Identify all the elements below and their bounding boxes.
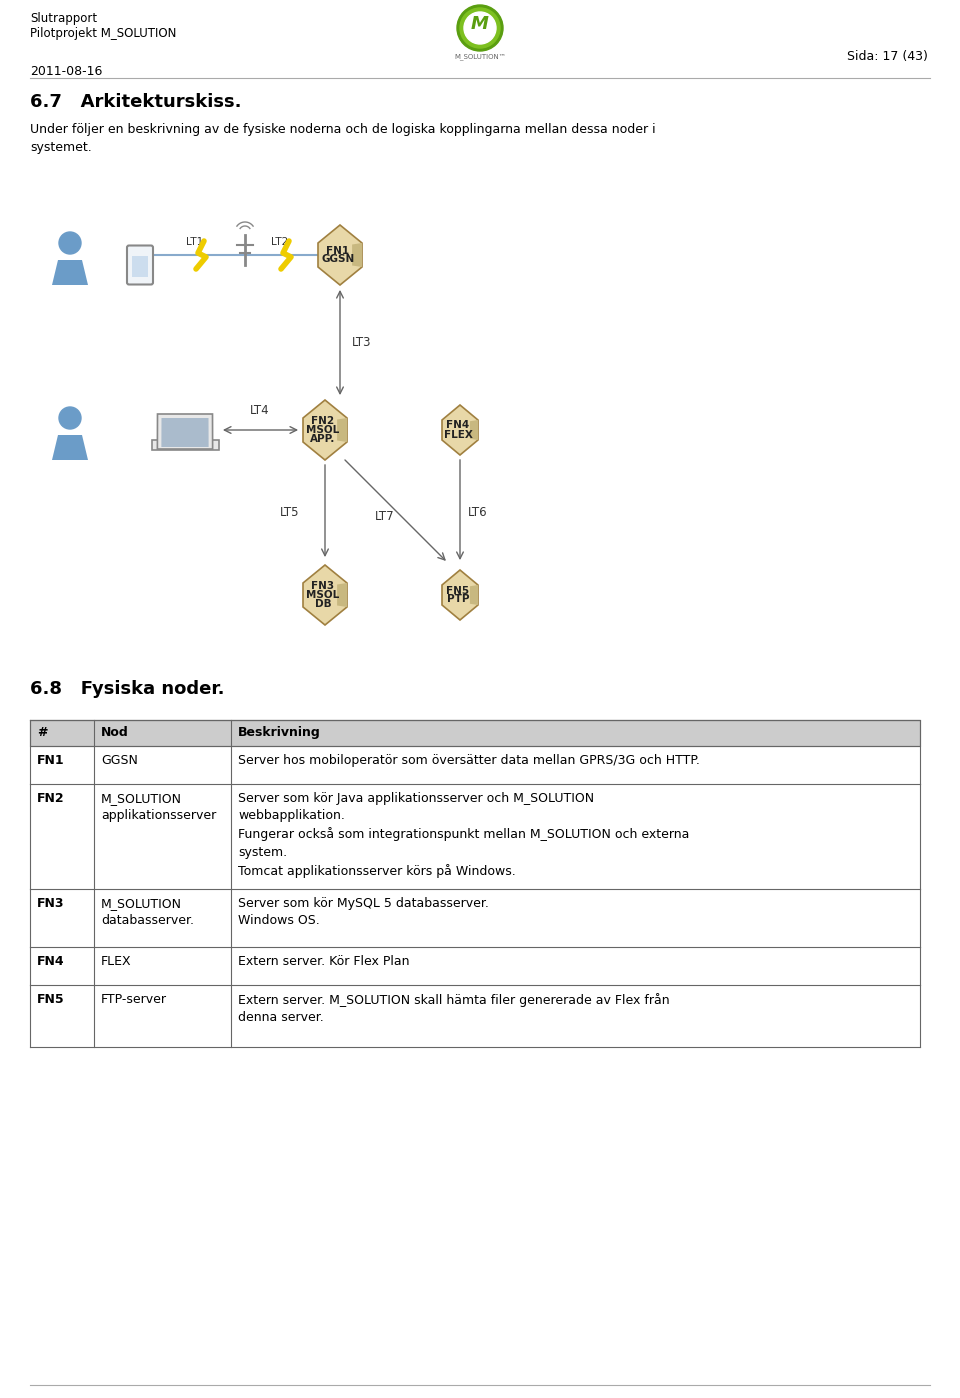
Text: GGSN: GGSN	[322, 254, 354, 264]
Text: 6.7   Arkitekturskiss.: 6.7 Arkitekturskiss.	[30, 94, 242, 110]
Text: Server hos mobiloperatör som översätter data mellan GPRS/3G och HTTP.: Server hos mobiloperatör som översätter …	[238, 754, 700, 768]
Text: MSOL: MSOL	[306, 425, 340, 435]
Text: LT5: LT5	[280, 506, 300, 519]
Polygon shape	[442, 570, 478, 619]
Polygon shape	[352, 243, 362, 267]
Text: Under följer en beskrivning av de fysiske noderna och de logiska kopplingarna me: Under följer en beskrivning av de fysisk…	[30, 123, 656, 154]
Text: FN2: FN2	[37, 793, 64, 805]
Polygon shape	[161, 418, 208, 447]
Text: 6.8   Fysiska noder.: 6.8 Fysiska noder.	[30, 679, 225, 698]
Text: FN4: FN4	[446, 421, 469, 431]
Text: M_SOLUTION™: M_SOLUTION™	[454, 53, 506, 60]
Text: FN5: FN5	[37, 993, 64, 1007]
Text: FN4: FN4	[37, 955, 64, 967]
Text: LT2: LT2	[271, 238, 288, 247]
Text: FN1: FN1	[326, 246, 349, 256]
Text: FN5: FN5	[446, 586, 469, 596]
Polygon shape	[337, 418, 347, 442]
Text: M_SOLUTION
applikationsserver: M_SOLUTION applikationsserver	[101, 793, 216, 822]
Text: FN2: FN2	[311, 417, 335, 426]
Text: PTP: PTP	[446, 594, 469, 604]
Polygon shape	[303, 565, 347, 625]
Text: M_SOLUTION
databasserver.: M_SOLUTION databasserver.	[101, 898, 194, 927]
Text: Extern server. M_SOLUTION skall hämta filer genererade av Flex från
denna server: Extern server. M_SOLUTION skall hämta fi…	[238, 993, 670, 1025]
Text: FN3: FN3	[37, 898, 64, 910]
Text: LT3: LT3	[352, 336, 372, 348]
Circle shape	[464, 13, 496, 43]
Text: MSOL: MSOL	[306, 590, 340, 600]
Circle shape	[59, 232, 81, 254]
Polygon shape	[469, 419, 478, 440]
Text: Sida: 17 (43): Sida: 17 (43)	[847, 50, 928, 63]
Text: LT7: LT7	[375, 510, 395, 523]
Text: FTP-server: FTP-server	[101, 993, 167, 1007]
Text: Slutrapport: Slutrapport	[30, 13, 97, 25]
Text: M: M	[471, 15, 489, 34]
Text: FLEX: FLEX	[444, 429, 472, 439]
Text: FLEX: FLEX	[101, 955, 132, 967]
FancyBboxPatch shape	[152, 440, 219, 450]
Text: Extern server. Kör Flex Plan: Extern server. Kör Flex Plan	[238, 955, 410, 967]
Text: FN3: FN3	[311, 582, 335, 591]
Polygon shape	[303, 400, 347, 460]
Circle shape	[460, 8, 500, 48]
FancyBboxPatch shape	[127, 246, 153, 285]
Polygon shape	[318, 225, 362, 285]
Text: Nod: Nod	[101, 726, 129, 740]
Polygon shape	[52, 260, 88, 285]
Text: FN1: FN1	[37, 754, 64, 768]
Text: Server som kör Java applikationsserver och M_SOLUTION
webbapplikation.
Fungerar : Server som kör Java applikationsserver o…	[238, 793, 689, 878]
FancyBboxPatch shape	[132, 256, 148, 277]
Text: 2011-08-16: 2011-08-16	[30, 64, 103, 78]
Polygon shape	[442, 405, 478, 454]
Polygon shape	[337, 583, 347, 607]
FancyBboxPatch shape	[30, 720, 920, 747]
Text: Pilotprojekt M_SOLUTION: Pilotprojekt M_SOLUTION	[30, 27, 177, 41]
Text: LT6: LT6	[468, 506, 488, 519]
Text: GGSN: GGSN	[101, 754, 138, 768]
Polygon shape	[157, 414, 212, 449]
Text: Beskrivning: Beskrivning	[238, 726, 321, 740]
Polygon shape	[52, 435, 88, 460]
Polygon shape	[469, 584, 478, 605]
Text: APP.: APP.	[310, 433, 336, 445]
Text: #: #	[37, 726, 47, 740]
Circle shape	[457, 6, 503, 50]
Text: DB: DB	[315, 598, 331, 610]
Text: Server som kör MySQL 5 databasserver.
Windows OS.: Server som kör MySQL 5 databasserver. Wi…	[238, 898, 489, 927]
Circle shape	[59, 407, 81, 429]
Text: LT1: LT1	[186, 238, 204, 247]
Text: LT4: LT4	[251, 404, 270, 417]
